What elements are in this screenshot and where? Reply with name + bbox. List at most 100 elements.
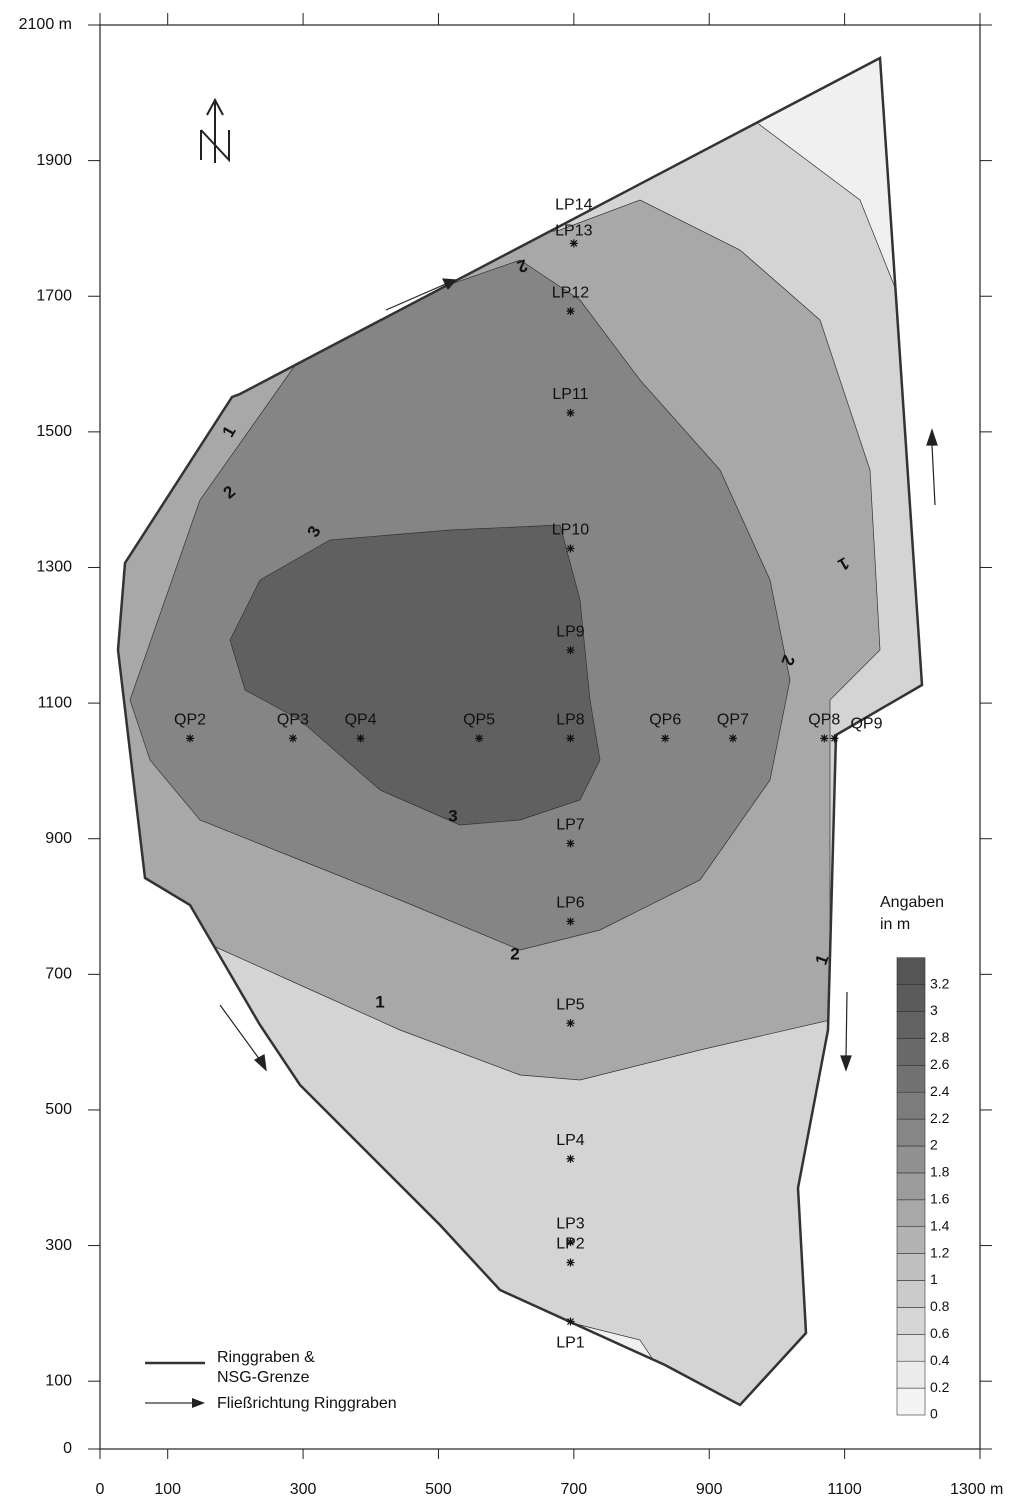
- colorbar-label: 2.4: [930, 1083, 950, 1099]
- y-tick-label: 500: [45, 1101, 72, 1118]
- legend-label: Ringgraben &: [217, 1349, 315, 1366]
- frame: [99, 24, 981, 1450]
- sample-point: [566, 1019, 575, 1028]
- y-tick-label: 1900: [36, 152, 72, 169]
- point-label: QP3: [277, 712, 309, 729]
- colorbar-label: 3: [930, 1002, 938, 1018]
- colorbar-band: [896, 1307, 926, 1335]
- colorbar-label: 3.2: [930, 975, 950, 991]
- y-tick-label: 1500: [36, 423, 72, 440]
- x-tick-label: 300: [290, 1481, 317, 1498]
- point-label: LP4: [556, 1132, 585, 1149]
- colorbar-label: 2.6: [930, 1056, 950, 1072]
- y-tick-label: 1700: [36, 287, 72, 304]
- sample-point: [475, 734, 484, 743]
- colorbar-label: 0.2: [930, 1379, 950, 1395]
- colorbar-label: 0: [930, 1406, 938, 1422]
- sample-point: [566, 646, 575, 655]
- contour-label: 2: [510, 944, 519, 963]
- sample-point: [569, 239, 578, 248]
- north-arrow: [200, 97, 230, 163]
- point-label: QP7: [717, 712, 749, 729]
- y-tick-label: 900: [45, 830, 72, 847]
- colorbar-band: [896, 1226, 926, 1254]
- colorbar-title: in m: [880, 916, 910, 933]
- sample-point: [566, 734, 575, 743]
- colorbar-label: 1: [930, 1271, 938, 1287]
- point-label: LP8: [556, 712, 585, 729]
- y-tick-label: 300: [45, 1237, 72, 1254]
- y-tick-label: 1300: [36, 559, 72, 576]
- x-tick-label: 1100: [827, 1481, 862, 1498]
- legend-flow-arrow: [192, 1398, 205, 1408]
- point-label: LP13: [555, 223, 592, 240]
- colorbar-label: 0.6: [930, 1325, 950, 1341]
- sample-point: [830, 734, 839, 743]
- x-tick-label: 0: [96, 1481, 105, 1498]
- colorbar-label: 1.4: [930, 1217, 950, 1233]
- colorbar-label: 0.8: [930, 1298, 950, 1314]
- y-tick-label: 1100: [38, 694, 73, 711]
- y-tick-label: 100: [45, 1372, 72, 1389]
- colorbar-label: 1.8: [930, 1164, 950, 1180]
- boundary: [116, 56, 924, 1407]
- x-tick-label: 900: [696, 1481, 723, 1498]
- colorbar-band: [896, 1387, 926, 1416]
- sample-point: [566, 1154, 575, 1163]
- sample-point: [566, 1238, 575, 1247]
- point-label: LP3: [556, 1215, 585, 1232]
- colorbar-band: [896, 1199, 926, 1228]
- colorbar-label: 2: [930, 1137, 938, 1153]
- colorbar-label: 0.4: [930, 1352, 950, 1368]
- point-label: LP6: [556, 895, 585, 912]
- point-label: QP4: [345, 712, 377, 729]
- point-label: LP9: [556, 623, 585, 640]
- contour-label: 1: [375, 992, 384, 1011]
- contour-label: 3: [448, 806, 457, 825]
- colorbar-band: [896, 1334, 926, 1362]
- x-tick-label: 500: [425, 1481, 452, 1498]
- sample-point: [566, 544, 575, 553]
- sample-point: [566, 307, 575, 316]
- sample-point: [356, 734, 365, 743]
- sample-point: [820, 734, 829, 743]
- point-label: QP9: [850, 716, 882, 733]
- x-tick-label: 100: [154, 1481, 181, 1498]
- sample-point: [186, 734, 195, 743]
- flow-arrows: [219, 278, 938, 1072]
- colorbar-band: [896, 1172, 926, 1201]
- colorbar-band: [896, 1011, 926, 1039]
- colorbar-label: 1.6: [930, 1191, 950, 1207]
- sample-point: [288, 734, 297, 743]
- point-label: LP14: [555, 197, 592, 214]
- colorbar-label: 2.8: [930, 1029, 950, 1045]
- point-label: LP11: [552, 386, 588, 403]
- point-label: LP5: [556, 996, 585, 1013]
- legend-label: Fließrichtung Ringgraben: [217, 1395, 397, 1412]
- x-tick-label: 1300 m: [950, 1481, 1003, 1498]
- sample-point: [566, 1317, 575, 1326]
- x-tick-label: 700: [560, 1481, 587, 1498]
- point-label: QP6: [649, 712, 681, 729]
- sample-point: [728, 734, 737, 743]
- sample-point: [566, 917, 575, 926]
- colorbar-band: [896, 1038, 926, 1066]
- colorbar-band: [896, 1360, 926, 1389]
- colorbar-band: [896, 1118, 926, 1147]
- sample-point: [566, 839, 575, 848]
- point-label: LP7: [556, 817, 585, 834]
- colorbar-label: 1.2: [930, 1244, 950, 1260]
- point-label: QP2: [174, 712, 206, 729]
- colorbar-band: [896, 1280, 926, 1308]
- colorbar-title: Angaben: [880, 894, 944, 911]
- point-label: QP5: [463, 712, 495, 729]
- colorbar-band: [896, 984, 926, 1012]
- y-tick-label: 0: [63, 1440, 72, 1457]
- colorbar-band: [896, 1145, 926, 1174]
- sample-point: [661, 734, 670, 743]
- point-label: LP10: [552, 522, 589, 539]
- colorbar-band: [896, 1253, 926, 1281]
- y-tick-label: 2100 m: [19, 16, 72, 33]
- sample-point: [566, 408, 575, 417]
